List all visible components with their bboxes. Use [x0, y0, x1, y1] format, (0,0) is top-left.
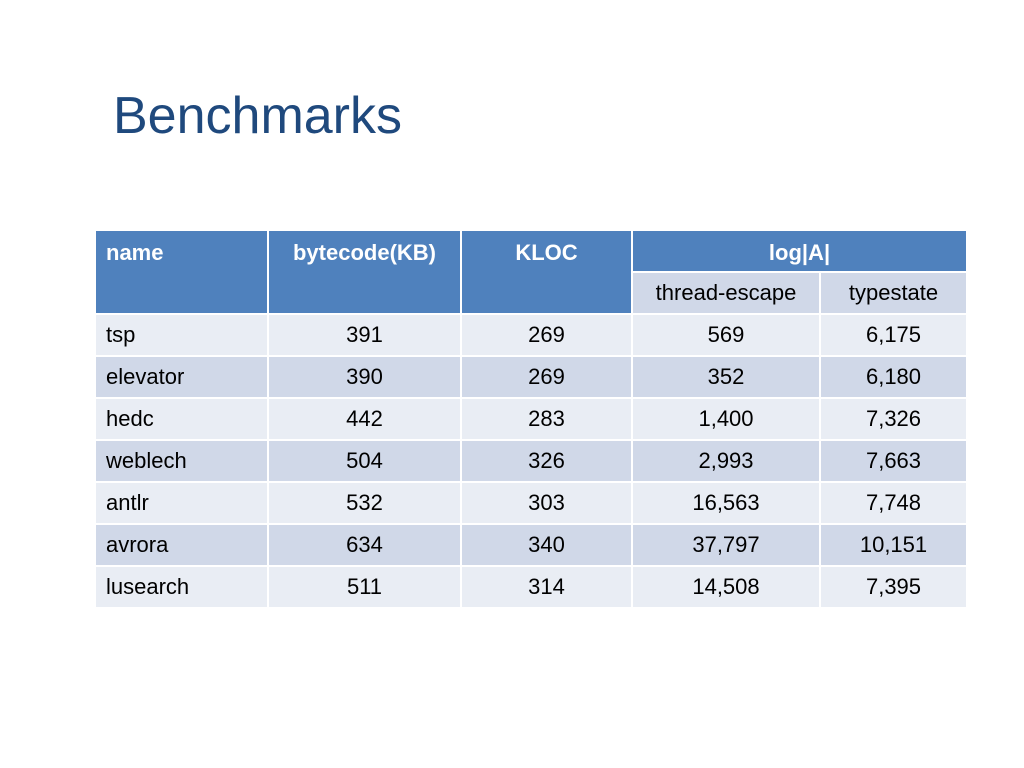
cell-name: avrora: [94, 523, 269, 567]
table-row: lusearch 511 314 14,508 7,395: [94, 565, 968, 609]
cell-name: lusearch: [94, 565, 269, 609]
header-thread-escape: thread-escape: [631, 271, 821, 315]
table-row: tsp 391 269 569 6,175: [94, 313, 968, 357]
cell-kloc: 269: [460, 355, 633, 399]
cell-typestate: 6,180: [819, 355, 968, 399]
cell-thread-escape: 37,797: [631, 523, 821, 567]
header-typestate: typestate: [819, 271, 968, 315]
table-row: avrora 634 340 37,797 10,151: [94, 523, 968, 567]
cell-kloc: 326: [460, 439, 633, 483]
cell-thread-escape: 16,563: [631, 481, 821, 525]
benchmarks-table: name bytecode(KB) KLOC log|A| thread-esc…: [94, 229, 968, 609]
cell-thread-escape: 569: [631, 313, 821, 357]
cell-kloc: 269: [460, 313, 633, 357]
cell-name: antlr: [94, 481, 269, 525]
cell-thread-escape: 2,993: [631, 439, 821, 483]
header-kloc: KLOC: [460, 229, 633, 315]
cell-bytecode: 532: [267, 481, 462, 525]
header-bytecode: bytecode(KB): [267, 229, 462, 315]
cell-name: elevator: [94, 355, 269, 399]
table-row: hedc 442 283 1,400 7,326: [94, 397, 968, 441]
header-log-a: log|A|: [631, 229, 968, 273]
cell-typestate: 10,151: [819, 523, 968, 567]
cell-bytecode: 442: [267, 397, 462, 441]
header-name: name: [94, 229, 269, 315]
cell-typestate: 7,663: [819, 439, 968, 483]
table-row: elevator 390 269 352 6,180: [94, 355, 968, 399]
table-body: tsp 391 269 569 6,175 elevator 390 269 352 6,180 h…: [94, 313, 968, 609]
cell-kloc: 340: [460, 523, 633, 567]
table-row: weblech 504 326 2,993 7,663: [94, 439, 968, 483]
cell-bytecode: 504: [267, 439, 462, 483]
cell-typestate: 6,175: [819, 313, 968, 357]
cell-kloc: 314: [460, 565, 633, 609]
cell-name: weblech: [94, 439, 269, 483]
cell-kloc: 303: [460, 481, 633, 525]
table-row: antlr 532 303 16,563 7,748: [94, 481, 968, 525]
cell-thread-escape: 14,508: [631, 565, 821, 609]
cell-bytecode: 390: [267, 355, 462, 399]
cell-bytecode: 634: [267, 523, 462, 567]
slide-title: Benchmarks: [113, 87, 402, 145]
cell-typestate: 7,748: [819, 481, 968, 525]
cell-bytecode: 511: [267, 565, 462, 609]
cell-name: tsp: [94, 313, 269, 357]
cell-typestate: 7,395: [819, 565, 968, 609]
cell-thread-escape: 1,400: [631, 397, 821, 441]
cell-bytecode: 391: [267, 313, 462, 357]
cell-name: hedc: [94, 397, 269, 441]
cell-kloc: 283: [460, 397, 633, 441]
cell-thread-escape: 352: [631, 355, 821, 399]
cell-typestate: 7,326: [819, 397, 968, 441]
